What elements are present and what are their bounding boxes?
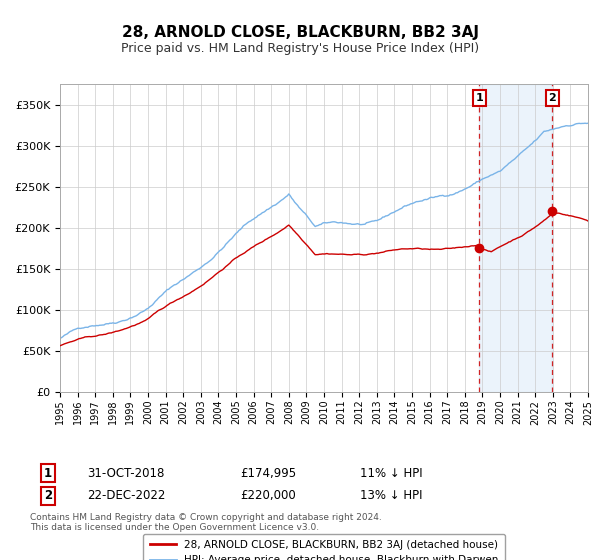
Text: 11% ↓ HPI: 11% ↓ HPI xyxy=(360,466,422,480)
Bar xyxy=(479,84,552,392)
Text: 22-DEC-2022: 22-DEC-2022 xyxy=(87,489,166,502)
Text: Price paid vs. HM Land Registry's House Price Index (HPI): Price paid vs. HM Land Registry's House … xyxy=(121,42,479,55)
Legend: 28, ARNOLD CLOSE, BLACKBURN, BB2 3AJ (detached house), HPI: Average price, detac: 28, ARNOLD CLOSE, BLACKBURN, BB2 3AJ (de… xyxy=(143,534,505,560)
Text: 13% ↓ HPI: 13% ↓ HPI xyxy=(360,489,422,502)
Text: 2: 2 xyxy=(44,489,52,502)
Text: 1: 1 xyxy=(44,466,52,480)
Text: 1: 1 xyxy=(476,93,483,103)
Text: £174,995: £174,995 xyxy=(240,466,296,480)
Text: £220,000: £220,000 xyxy=(240,489,296,502)
Text: 28, ARNOLD CLOSE, BLACKBURN, BB2 3AJ: 28, ARNOLD CLOSE, BLACKBURN, BB2 3AJ xyxy=(121,25,479,40)
Text: Contains HM Land Registry data © Crown copyright and database right 2024.
This d: Contains HM Land Registry data © Crown c… xyxy=(30,512,382,532)
Text: 31-OCT-2018: 31-OCT-2018 xyxy=(87,466,164,480)
Text: 2: 2 xyxy=(548,93,556,103)
